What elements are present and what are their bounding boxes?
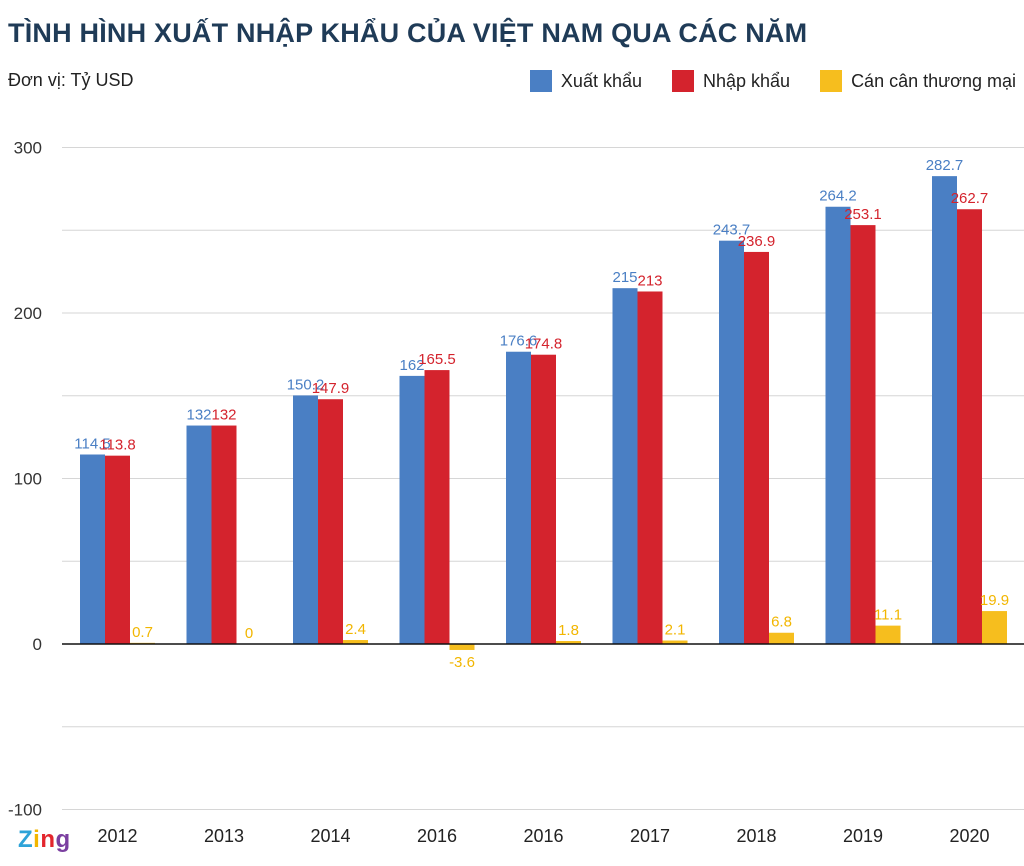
y-tick-label: 200 [14, 304, 42, 323]
bar-export [506, 351, 531, 644]
legend: Xuất khẩu Nhập khẩu Cán cân thương mại [529, 70, 1016, 92]
bar-import [744, 251, 769, 645]
data-label: -3.6 [449, 654, 475, 671]
data-label: 150.2 [287, 376, 325, 393]
data-label: 147.9 [312, 380, 350, 397]
y-tick-label: -100 [8, 801, 42, 820]
bar-export [293, 395, 318, 644]
data-label: 174.8 [525, 336, 563, 353]
data-label: 114.5 [74, 436, 110, 453]
legend-item-export: Xuất khẩu [529, 70, 642, 92]
x-tick-label: 2018 [736, 826, 776, 846]
data-label: 132 [186, 407, 211, 424]
data-label: 165.5 [418, 351, 456, 368]
bar-export [186, 425, 212, 644]
data-label: 213 [637, 272, 662, 289]
bar-balance [556, 641, 581, 644]
legend-item-import: Nhập khẩu [671, 70, 791, 92]
bar-export [825, 206, 851, 644]
x-tick-label: 2013 [204, 826, 244, 846]
x-tick-label: 2019 [843, 826, 883, 846]
bar-import [531, 354, 556, 644]
chart-title: TÌNH HÌNH XUẤT NHẬP KHẨU CỦA VIỆT NAM QU… [8, 18, 808, 48]
data-label: 11.1 [874, 607, 902, 624]
data-label: 2.4 [345, 621, 366, 638]
y-tick-label: 0 [33, 635, 42, 654]
data-label: 0 [245, 625, 253, 642]
data-label: 176.6 [500, 333, 538, 350]
bar-export [399, 375, 425, 644]
x-tick-label: 2020 [949, 826, 989, 846]
y-tick-label: 300 [14, 139, 42, 158]
data-label: 113.8 [99, 437, 135, 454]
bar-export [719, 240, 744, 644]
bar-import [424, 370, 450, 644]
legend-label-balance: Cán cân thương mại [851, 70, 1016, 91]
bar-import [105, 455, 130, 644]
bar-export [612, 288, 638, 644]
bar-balance [875, 625, 901, 644]
bar-import [957, 209, 982, 644]
bar-balance [662, 640, 688, 644]
bar-export [80, 454, 105, 644]
y-tick-label: 100 [14, 470, 42, 489]
zing-logo: Zing [18, 826, 71, 853]
bar-balance [982, 611, 1007, 644]
legend-swatch-import [671, 70, 694, 92]
legend-swatch-export [529, 70, 552, 92]
bar-balance [769, 632, 794, 644]
bar-import [211, 425, 237, 644]
data-label: 0.7 [132, 624, 153, 641]
x-tick-label: 2014 [310, 826, 350, 846]
data-label: 282.7 [926, 157, 964, 174]
x-tick-label: 2012 [97, 826, 137, 846]
data-label: 162 [399, 357, 424, 374]
legend-label-export: Xuất khẩu [560, 70, 642, 91]
bar-balance [343, 640, 368, 644]
x-tick-label: 2016 [523, 826, 563, 846]
legend-item-balance: Cán cân thương mại [820, 70, 1016, 92]
data-label: 1.8 [558, 622, 579, 639]
data-label: 132 [211, 407, 236, 424]
unit-label: Đơn vị: Tỷ USD [8, 70, 134, 90]
data-label: 19.9 [980, 592, 1009, 609]
data-label: 243.7 [713, 222, 751, 239]
data-label: 264.2 [819, 188, 857, 205]
x-tick-label: 2016 [417, 826, 457, 846]
data-label: 236.9 [738, 233, 776, 250]
data-label: 6.8 [771, 614, 792, 631]
data-label: 262.7 [951, 190, 989, 207]
data-label: 253.1 [844, 206, 882, 223]
bar-import [637, 291, 663, 644]
bar-import [318, 399, 343, 644]
bar-import [850, 225, 876, 644]
legend-swatch-balance [820, 70, 843, 92]
data-label: 215 [612, 269, 637, 286]
bar-export [932, 176, 957, 644]
x-tick-label: 2017 [630, 826, 670, 846]
legend-label-import: Nhập khẩu [702, 70, 791, 91]
data-label: 2.1 [665, 622, 686, 639]
bar-balance [449, 644, 475, 650]
